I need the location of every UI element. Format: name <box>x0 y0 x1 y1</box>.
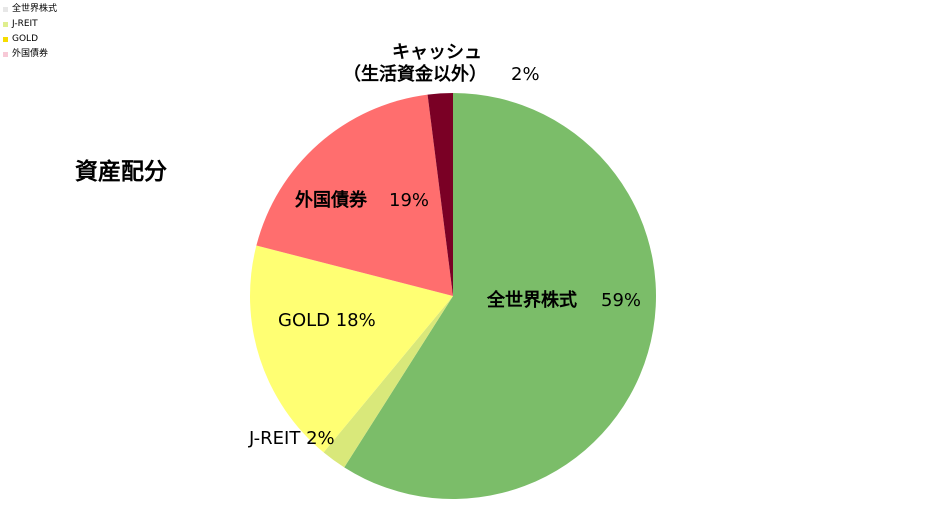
pie-slice <box>256 94 453 297</box>
legend-label: 全世界株式 <box>12 4 58 14</box>
pie-slice <box>250 245 453 453</box>
legend-item: GOLD <box>3 32 57 47</box>
legend-label: GOLD <box>12 34 39 44</box>
slice-label: 59% <box>601 290 641 311</box>
legend-item: J-REIT <box>3 17 57 32</box>
slice-label: 2% <box>511 64 540 85</box>
pie-slice <box>427 93 453 296</box>
legend-swatch <box>3 52 8 57</box>
chart-legend: 全世界株式 J-REIT GOLD 外国債券 <box>3 2 57 62</box>
legend-swatch <box>3 22 8 27</box>
slice-label: J-REIT 2% <box>248 428 335 449</box>
legend-label: J-REIT <box>12 19 38 29</box>
legend-item: 外国債券 <box>3 47 57 62</box>
legend-label: 外国債券 <box>12 49 49 59</box>
slice-label: 19% <box>389 190 429 211</box>
legend-swatch <box>3 37 8 42</box>
slice-label: キャッシュ <box>392 42 482 63</box>
slice-label: GOLD 18% <box>278 310 376 331</box>
chart-title: 資産配分 <box>75 159 167 185</box>
legend-item: 全世界株式 <box>3 2 57 17</box>
slice-label: （生活資金以外） <box>343 63 487 85</box>
legend-swatch <box>3 7 8 12</box>
pie-slice <box>323 296 453 468</box>
slice-label: 外国債券 <box>295 189 368 211</box>
pie-slice <box>344 93 657 500</box>
slice-label: 全世界株式 <box>486 289 577 311</box>
